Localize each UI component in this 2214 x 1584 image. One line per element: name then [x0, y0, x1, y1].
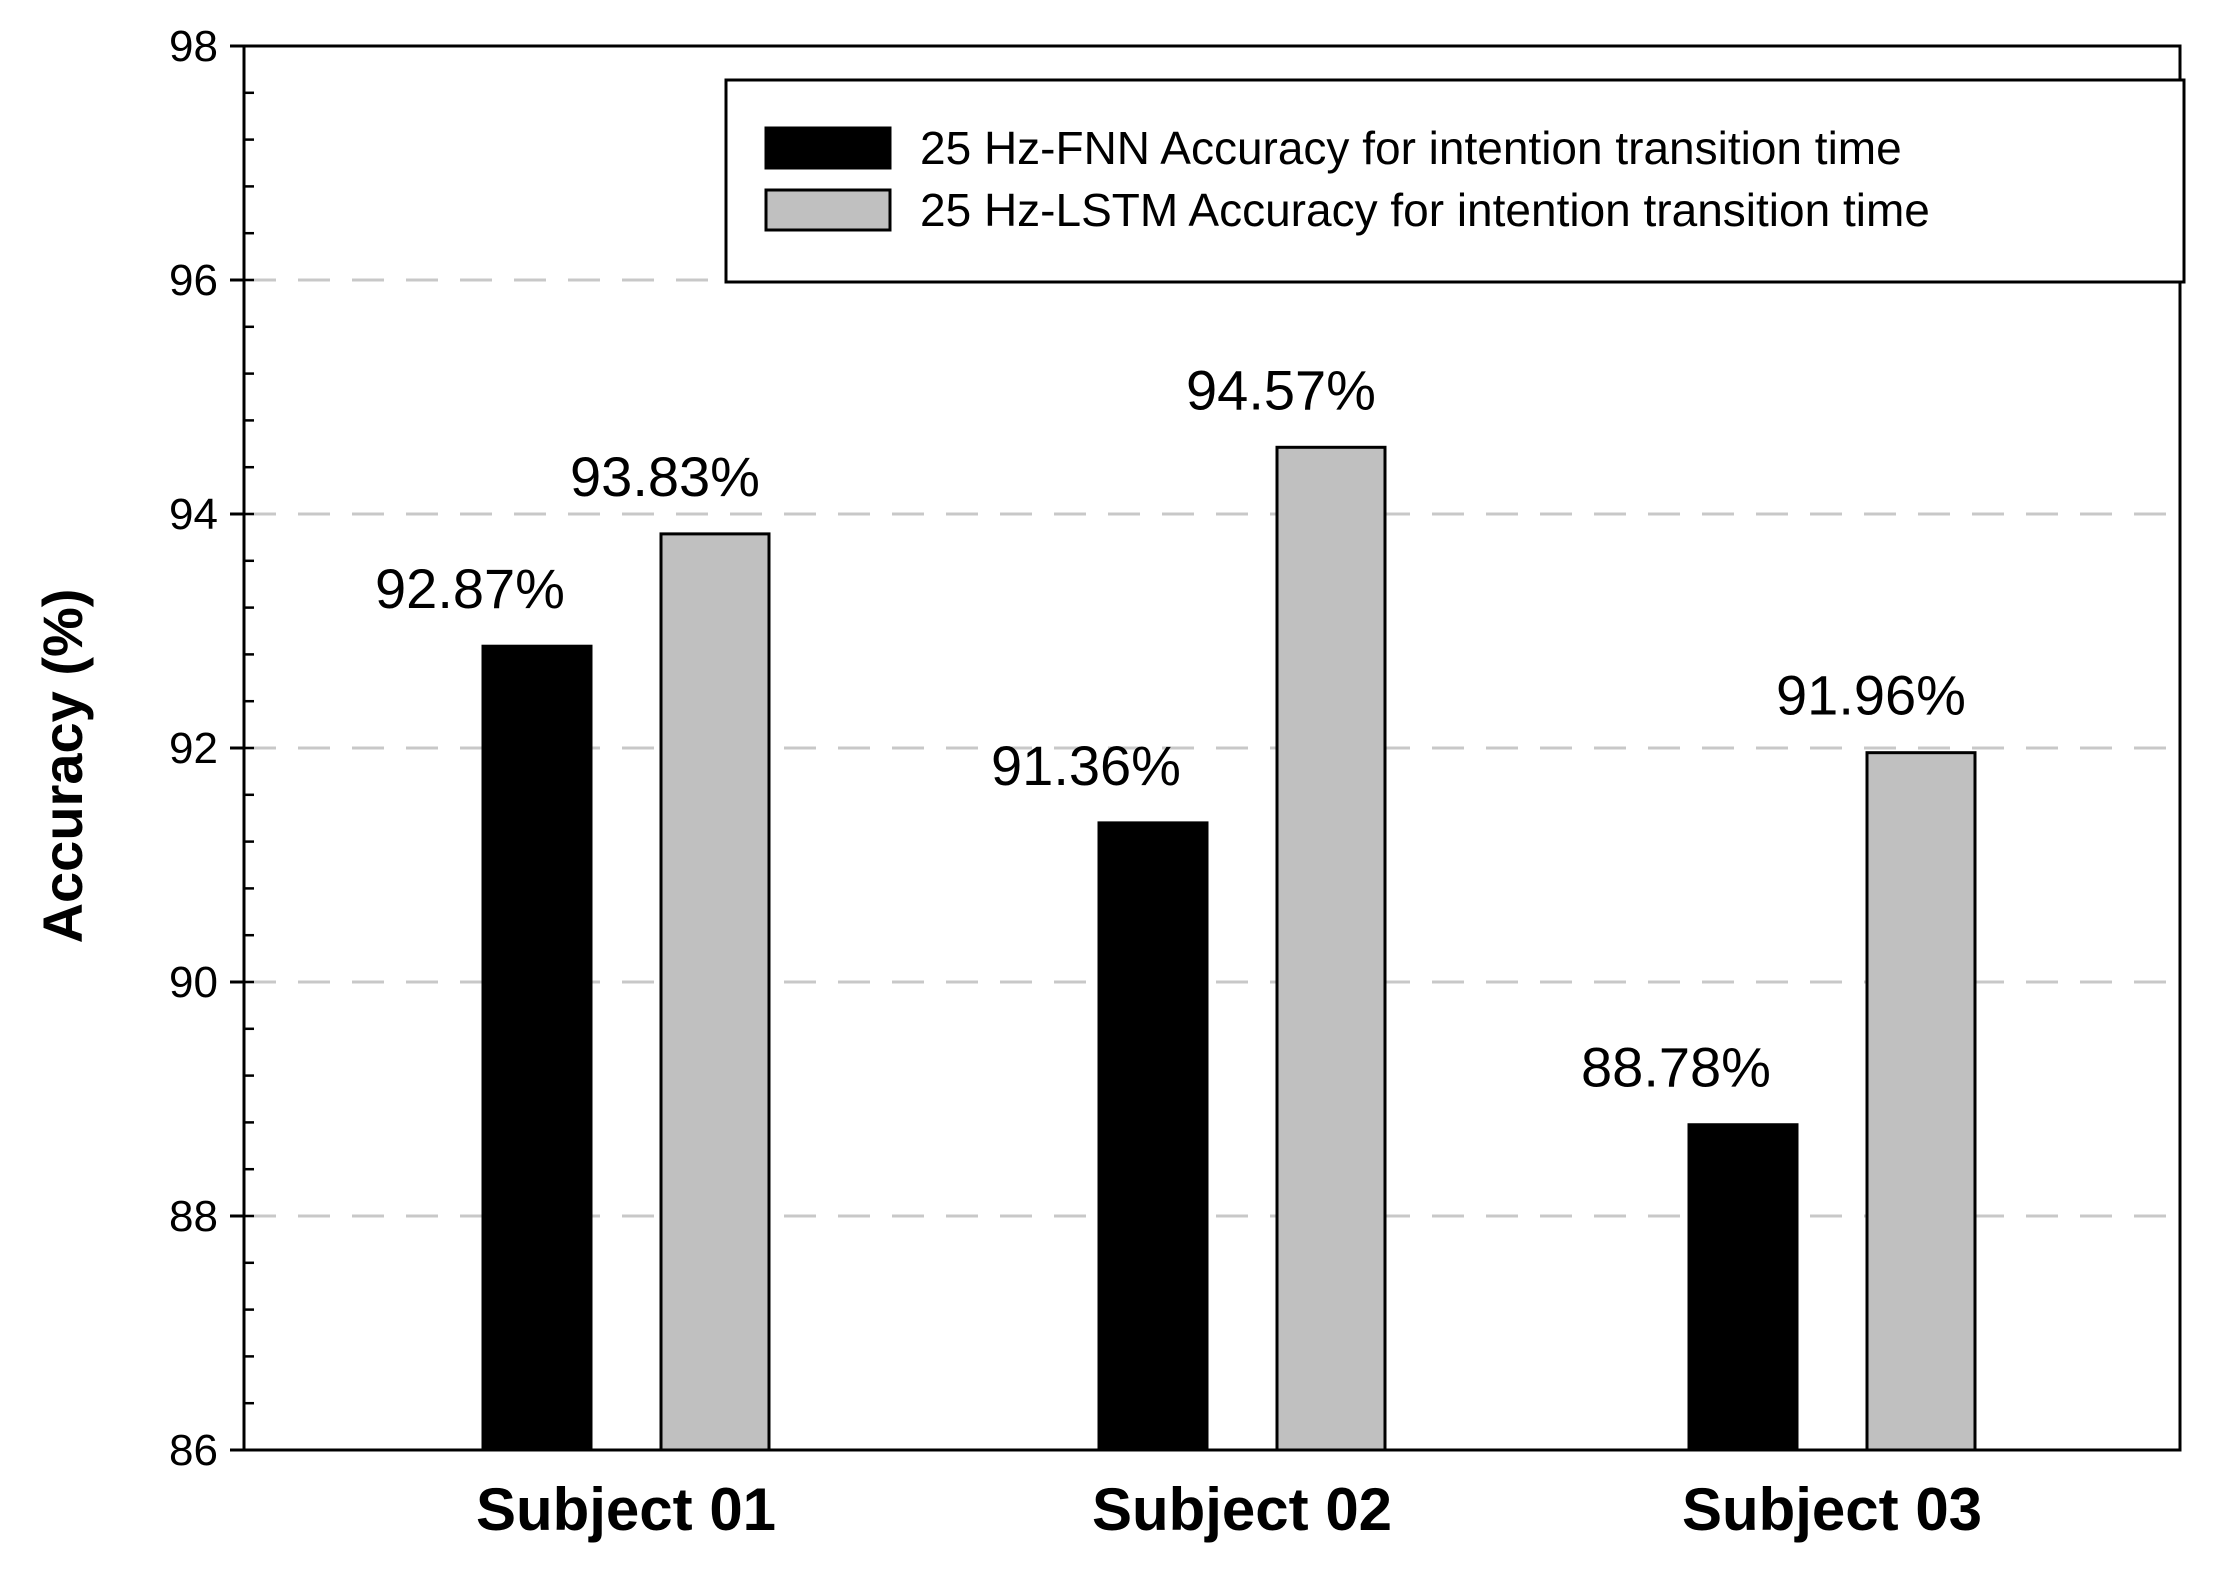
bar-fnn-2 — [1097, 821, 1209, 1452]
bar-lstm-2 — [1275, 445, 1387, 1452]
legend-swatch — [764, 188, 892, 232]
bar-fnn-3 — [1687, 1123, 1799, 1452]
data-label: 94.57% — [1186, 358, 1376, 421]
legend: 25 Hz-FNN Accuracy for intention transit… — [724, 78, 2186, 284]
data-label: 93.83% — [570, 445, 760, 508]
y-tick-label: 96 — [169, 256, 218, 305]
legend-entry: 25 Hz-FNN Accuracy for intention transit… — [920, 122, 1902, 174]
y-axis-label: Accuracy (%) — [31, 589, 94, 944]
x-axis-labels: Subject 01 Subject 02 Subject 03 — [476, 1476, 1982, 1543]
bar-fnn-1 — [481, 644, 593, 1452]
x-category-label: Subject 01 — [476, 1476, 776, 1543]
y-tick-label: 94 — [169, 490, 218, 539]
y-axis-ticks: 86 88 90 92 94 96 98 — [169, 22, 254, 1475]
y-tick-label: 90 — [169, 958, 218, 1007]
y-tick-label: 92 — [169, 724, 218, 773]
data-labels: 92.87%93.83% 91.36% 94.57% 88.78% 91.96% — [375, 358, 1966, 1098]
data-label: 91.96% — [1776, 664, 1966, 727]
bar-lstm-1 — [659, 532, 771, 1452]
legend-entry: 25 Hz-LSTM Accuracy for intention transi… — [920, 184, 1930, 236]
data-label: 88.78% — [1581, 1036, 1771, 1099]
y-tick-label: 88 — [169, 1192, 218, 1241]
y-tick-label: 86 — [169, 1426, 218, 1475]
legend-box — [724, 78, 2186, 284]
x-category-label: Subject 03 — [1682, 1476, 1982, 1543]
bars — [481, 445, 1977, 1452]
data-label: 92.87% — [375, 557, 565, 620]
legend-swatch — [764, 126, 892, 170]
data-label: 91.36% — [991, 734, 1181, 797]
y-tick-label: 98 — [169, 22, 218, 71]
x-category-label: Subject 02 — [1092, 1476, 1392, 1543]
bar-lstm-3 — [1865, 751, 1977, 1452]
